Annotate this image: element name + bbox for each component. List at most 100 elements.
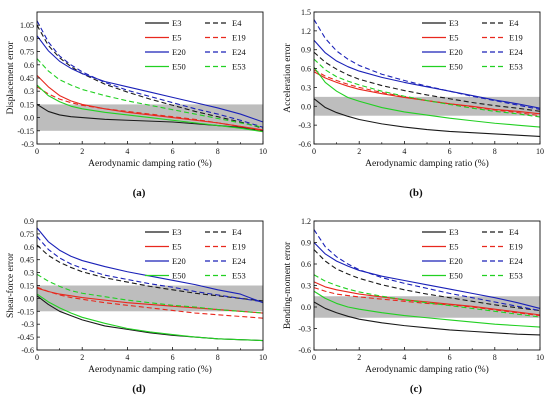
chart-panel-1: 0 2 4 6 8 10 -0.3 -0.15 0.0 0.15 0.3 0.45 0.6 0.75 0.9… <box>6 12 267 199</box>
x-axis-label: Aerodynamic damping ratio (%) <box>365 364 489 375</box>
panel-label: (a) <box>133 187 146 199</box>
y-tick-label: 0.75 <box>20 48 34 57</box>
x-tick-label: 10 <box>536 147 544 156</box>
plot-frame <box>314 221 540 350</box>
y-tick-label: 1.2 <box>301 217 311 226</box>
y-tick-label: 0.6 <box>24 243 34 252</box>
chart-panel-2: 0 2 4 6 8 10 -0.6 -0.3 0.0 0.3 0.6 0.9 1.2 1.5 Aerodyn… <box>283 8 544 199</box>
legend-label-e5: E5 <box>172 33 181 43</box>
y-tick-label: -0.6 <box>298 140 311 149</box>
y-axis-label: Bending-moment error <box>283 241 293 329</box>
y-tick-label: 0.15 <box>20 100 34 109</box>
panel-label: (b) <box>409 187 423 199</box>
legend-label-e4: E4 <box>232 227 242 237</box>
legend-label-e24: E24 <box>232 47 246 57</box>
y-tick-label: 0.15 <box>20 282 34 291</box>
legend-label-e53: E53 <box>509 62 523 72</box>
legend-label-e50: E50 <box>449 62 463 72</box>
x-axis-label: Aerodynamic damping ratio (%) <box>88 158 212 169</box>
x-tick-label: 10 <box>259 353 267 362</box>
y-tick-label: 0.45 <box>20 74 34 83</box>
legend-label-e20: E20 <box>449 47 463 57</box>
legend-label-e5: E5 <box>449 242 458 252</box>
legend-label-e53: E53 <box>232 271 246 281</box>
y-axis-label: Displacement error <box>6 41 16 115</box>
y-tick-label: 0.6 <box>24 61 34 70</box>
legend-label-e20: E20 <box>449 256 463 266</box>
x-tick-label: 0 <box>35 353 39 362</box>
x-axis-label: Aerodynamic damping ratio (%) <box>88 364 212 375</box>
legend-label-e3: E3 <box>449 227 458 237</box>
x-tick-label: 4 <box>125 353 129 362</box>
x-tick-label: 10 <box>259 147 267 156</box>
legend-label-e19: E19 <box>232 242 246 252</box>
legend-label-e50: E50 <box>449 271 463 281</box>
y-tick-label: 1.2 <box>301 27 311 36</box>
legend-label-e4: E4 <box>509 18 519 28</box>
x-tick-label: 6 <box>448 353 452 362</box>
y-tick-label: 0.3 <box>24 269 34 278</box>
x-tick-label: 10 <box>536 353 544 362</box>
x-axis-label: Aerodynamic damping ratio (%) <box>365 158 489 169</box>
legend-label-e4: E4 <box>232 18 242 28</box>
legend-label-e24: E24 <box>509 256 523 266</box>
legend-label-e3: E3 <box>172 227 181 237</box>
x-tick-label: 2 <box>80 353 84 362</box>
legend-label-e50: E50 <box>172 62 186 72</box>
x-tick-label: 0 <box>312 353 316 362</box>
legend-label-e19: E19 <box>232 33 246 43</box>
x-tick-label: 8 <box>493 353 497 362</box>
y-tick-label: -0.45 <box>17 333 34 342</box>
y-tick-label: 0.3 <box>301 83 311 92</box>
legend-label-e19: E19 <box>509 33 523 43</box>
y-tick-label: 0.9 <box>24 34 34 43</box>
x-tick-label: 8 <box>216 147 220 156</box>
y-tick-label: 0.45 <box>20 256 34 265</box>
legend-label-e24: E24 <box>232 256 246 266</box>
x-tick-label: 8 <box>493 147 497 156</box>
x-tick-label: 6 <box>171 353 175 362</box>
y-tick-label: 0.0 <box>24 114 34 123</box>
y-tick-label: 0.9 <box>301 46 311 55</box>
panel-label: (c) <box>410 383 423 395</box>
y-tick-label: 0.6 <box>301 260 311 269</box>
legend-label-e53: E53 <box>509 271 523 281</box>
y-tick-label: 0.3 <box>301 282 311 291</box>
y-tick-label: 0.9 <box>301 239 311 248</box>
chart-panel-3: 0 2 4 6 8 10-0.6-0.45-0.3-0.150.00.150.30.450… <box>5 217 267 395</box>
y-tick-label: 0.9 <box>24 217 34 226</box>
legend-label-e5: E5 <box>172 242 181 252</box>
legend-label-e50: E50 <box>172 271 186 281</box>
y-tick-label: -0.6 <box>21 346 34 355</box>
x-tick-label: 2 <box>357 353 361 362</box>
x-tick-label: 4 <box>402 353 406 362</box>
legend-label-e4: E4 <box>509 227 519 237</box>
y-tick-label: -0.3 <box>21 320 34 329</box>
chart-panel-4: 0 2 4 6 8 10 -0.6 -0.3 0.0 0.3 0.6 0.9 1.2 Aerodynami… <box>283 217 544 395</box>
x-tick-label: 6 <box>448 147 452 156</box>
y-tick-label: 0.0 <box>301 102 311 111</box>
legend-label-e20: E20 <box>172 47 186 57</box>
legend-label-e53: E53 <box>232 62 246 72</box>
y-tick-label: -0.3 <box>21 140 34 149</box>
y-tick-label: -0.3 <box>298 325 311 334</box>
y-axis-label: Shear-force error <box>5 252 16 318</box>
panel-label: (d) <box>132 383 146 395</box>
y-tick-label: 0.6 <box>301 65 311 74</box>
y-axis-label: Acceleration error <box>283 42 293 112</box>
y-tick-label: 1.05 <box>20 21 34 30</box>
x-tick-label: 0 <box>312 147 316 156</box>
y-tick-label: 0.3 <box>24 87 34 96</box>
series-line-e24 <box>314 20 540 110</box>
legend-label-e3: E3 <box>449 18 458 28</box>
x-tick-label: 2 <box>357 147 361 156</box>
legend-label-e24: E24 <box>509 47 523 57</box>
y-tick-label: -0.6 <box>298 346 311 355</box>
legend-label-e19: E19 <box>509 242 523 252</box>
y-tick-label: 1.5 <box>301 8 311 17</box>
y-tick-label: -0.15 <box>17 307 34 316</box>
y-tick-label: -0.3 <box>298 121 311 130</box>
x-tick-label: 4 <box>402 147 406 156</box>
x-tick-label: 0 <box>35 147 39 156</box>
